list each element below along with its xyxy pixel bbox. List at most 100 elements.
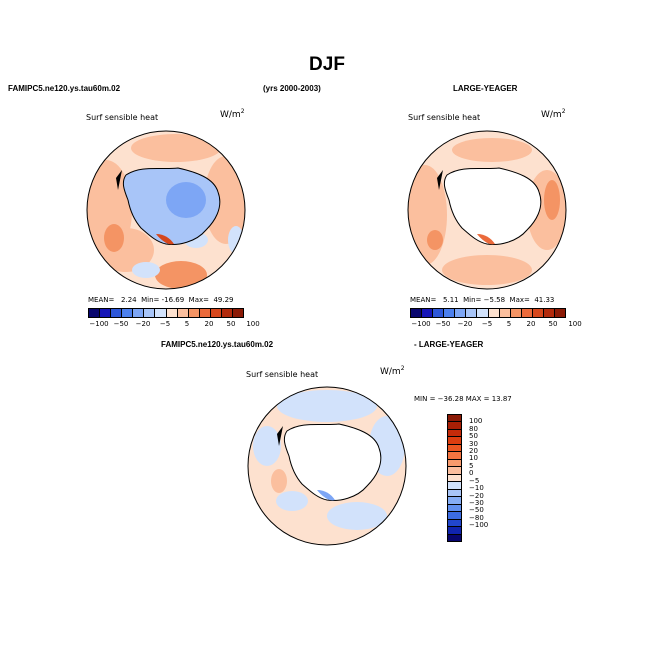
panel1-colorbar-ticks: −100 −50 −20 −5 5 20 50 100 — [88, 320, 259, 330]
colorbar-swatch — [448, 519, 461, 528]
colorbar-tick-label: 5 — [184, 320, 190, 328]
colorbar-tick-label: −50 — [435, 320, 451, 328]
colorbar-swatch — [448, 444, 461, 453]
colorbar-swatch — [466, 309, 478, 317]
colorbar-swatch — [448, 474, 461, 483]
colorbar-swatch — [448, 467, 461, 475]
colorbar-tick-label: 50 — [469, 432, 478, 441]
colorbar-swatch — [448, 437, 461, 445]
panel2-map — [407, 130, 567, 290]
colorbar-tick-label: 50 — [226, 320, 236, 328]
colorbar-swatch — [144, 309, 156, 317]
colorbar-swatch — [555, 309, 566, 317]
colorbar-swatch — [155, 309, 167, 317]
colorbar-tick-label: 100 — [568, 320, 582, 328]
panel2-colorbar-ticks: −100 −50 −20 −5 5 20 50 100 — [410, 320, 581, 330]
diff-case-right-label: - LARGE-YEAGER — [414, 340, 484, 349]
colorbar-swatch — [521, 309, 533, 317]
colorbar-tick-label: −100 — [469, 521, 489, 530]
colorbar-swatch — [177, 309, 189, 317]
colorbar-swatch — [111, 309, 123, 317]
colorbar-swatch — [532, 309, 544, 317]
panel1-units: W/m2 — [220, 108, 245, 120]
period-label: (yrs 2000-2003) — [263, 84, 321, 93]
colorbar-tick-label: −80 — [469, 513, 484, 522]
figure-title: DJF — [309, 54, 345, 75]
colorbar-tick-label: −20 — [469, 491, 484, 500]
colorbar-swatch — [448, 489, 461, 498]
colorbar-tick-label: −50 — [469, 506, 484, 515]
colorbar-tick-label: 80 — [469, 424, 478, 433]
panel1-variable: Surf sensible heat — [86, 113, 159, 122]
colorbar-tick-label: 5 — [469, 461, 474, 470]
colorbar-swatch — [122, 309, 134, 317]
panel2-units: W/m2 — [541, 108, 566, 120]
panel3-variable: Surf sensible heat — [246, 370, 319, 379]
panel3-units: W/m2 — [380, 365, 405, 377]
panel3-colorbar-ticks: 100 80 50 30 20 10 5 0 −5 −10 −20 −30 −50 −80 −100 — [469, 414, 499, 542]
colorbar-swatch — [444, 309, 456, 317]
colorbar-tick-label: −5 — [481, 320, 493, 328]
colorbar-swatch — [433, 309, 445, 317]
colorbar-swatch — [448, 429, 461, 438]
colorbar-tick-label: 5 — [506, 320, 512, 328]
case-b-label: LARGE-YEAGER — [453, 84, 518, 93]
case-a-label: FAMIPC5.ne120.ys.tau60m.02 — [8, 84, 121, 93]
colorbar-swatch — [166, 309, 178, 317]
colorbar-tick-label: 20 — [469, 447, 478, 456]
colorbar-swatch — [448, 527, 461, 535]
colorbar-swatch — [411, 309, 423, 317]
colorbar-tick-label: 20 — [204, 320, 214, 328]
colorbar-swatch — [188, 309, 200, 317]
colorbar-tick-label: 20 — [526, 320, 536, 328]
colorbar-tick-label: −5 — [469, 476, 480, 485]
panel1-colorbar — [88, 308, 244, 318]
colorbar-swatch — [477, 309, 489, 317]
colorbar-swatch — [210, 309, 222, 317]
panel3-colorbar — [447, 414, 462, 542]
colorbar-tick-label: −20 — [457, 320, 473, 328]
panel1-stats: MEAN= 2.24 Min= -16.69 Max= 49.29 — [88, 296, 234, 304]
colorbar-swatch — [100, 309, 112, 317]
colorbar-tick-label: −50 — [113, 320, 129, 328]
colorbar-swatch — [455, 309, 467, 317]
colorbar-tick-label: 0 — [469, 469, 474, 478]
colorbar-swatch — [448, 497, 461, 505]
colorbar-tick-label: −10 — [469, 484, 484, 493]
panel1-map — [86, 130, 246, 290]
colorbar-tick-label: −100 — [411, 320, 431, 328]
colorbar-tick-label: 50 — [548, 320, 558, 328]
colorbar-swatch — [133, 309, 145, 317]
diff-case-left-label: FAMIPC5.ne120.ys.tau60m.02 — [161, 340, 274, 349]
colorbar-tick-label: 100 — [246, 320, 260, 328]
colorbar-swatch — [488, 309, 500, 317]
colorbar-swatch — [543, 309, 556, 317]
colorbar-swatch — [448, 452, 461, 460]
colorbar-tick-label: 30 — [469, 439, 478, 448]
colorbar-swatch — [448, 482, 461, 490]
colorbar-swatch — [422, 309, 434, 317]
colorbar-tick-label: −20 — [135, 320, 151, 328]
panel2-stats: MEAN= 5.11 Min= −5.58 Max= 41.33 — [410, 296, 555, 304]
colorbar-swatch — [448, 415, 461, 423]
panel3-minmax: MIN = −36.28 MAX = 13.87 — [414, 395, 512, 403]
panel2-colorbar — [410, 308, 566, 318]
colorbar-tick-label: −5 — [159, 320, 171, 328]
panel3-map — [247, 386, 407, 546]
colorbar-swatch — [448, 504, 461, 513]
colorbar-swatch — [448, 422, 461, 430]
panel2-variable: Surf sensible heat — [408, 113, 481, 122]
colorbar-tick-label: 10 — [469, 454, 478, 463]
colorbar-swatch — [499, 309, 511, 317]
colorbar-tick-label: −100 — [89, 320, 109, 328]
colorbar-swatch — [448, 459, 461, 468]
colorbar-tick-label: 100 — [469, 417, 483, 426]
colorbar-swatch — [199, 309, 211, 317]
colorbar-tick-label: −30 — [469, 498, 484, 507]
colorbar-swatch — [221, 309, 234, 317]
colorbar-swatch — [233, 309, 244, 317]
colorbar-swatch — [448, 512, 461, 520]
colorbar-swatch — [89, 309, 101, 317]
colorbar-swatch — [448, 534, 461, 541]
colorbar-swatch — [510, 309, 522, 317]
